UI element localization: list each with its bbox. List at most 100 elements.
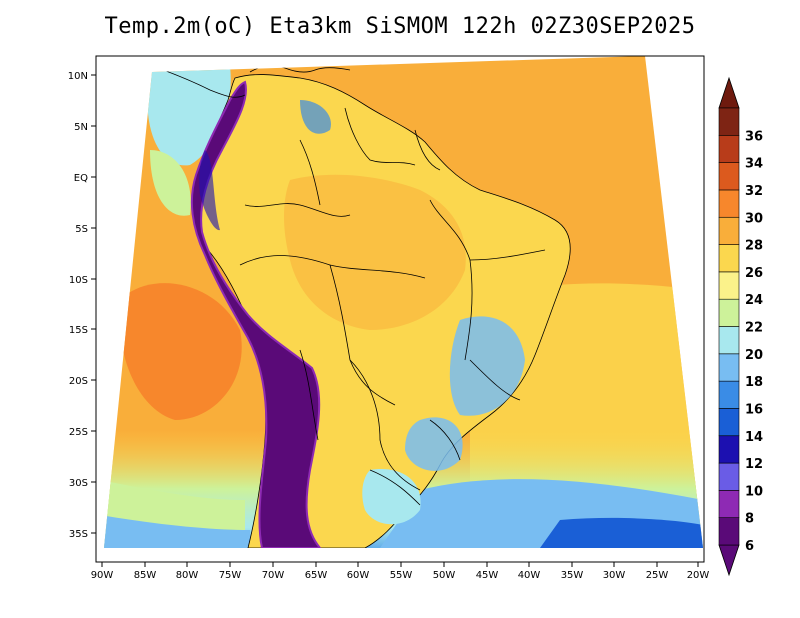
colorbar-box (718, 353, 740, 382)
colorbar: 6 8 10 12 14 16 18 20 22 24 26 28 30 32 34 36 (718, 76, 763, 577)
colorbar-box (718, 189, 740, 218)
svg-text:15S: 15S (69, 325, 88, 336)
lat-tick: 15S (69, 325, 96, 336)
svg-text:10S: 10S (69, 275, 88, 286)
south-brazil-cool (405, 417, 463, 471)
svg-text:60W: 60W (347, 570, 370, 581)
andes-north-cold (199, 150, 220, 231)
colorbar-label: 6 (745, 539, 754, 554)
svg-text:30S: 30S (69, 478, 88, 489)
svg-text:5N: 5N (74, 122, 88, 133)
lon-tick: 85W (134, 562, 157, 581)
lon-tick: 50W (433, 562, 456, 581)
svg-text:25W: 25W (646, 570, 669, 581)
lat-tick: 10N (68, 71, 96, 82)
lat-tick: 20S (69, 376, 96, 387)
colorbar-label: 36 (745, 129, 763, 144)
colorbar-under-arrow (718, 544, 740, 577)
cool-ocean-equator (150, 150, 191, 216)
svg-text:55W: 55W (390, 570, 413, 581)
colorbar-label: 24 (745, 293, 763, 308)
colorbar-over-arrow (718, 76, 740, 109)
uruguay-cool (362, 469, 421, 525)
lat-tick: EQ (74, 173, 96, 184)
lon-tick: 45W (476, 562, 499, 581)
svg-text:30W: 30W (603, 570, 626, 581)
lon-tick: 75W (219, 562, 242, 581)
colorbar-box (718, 244, 740, 273)
colorbar-box (718, 298, 740, 327)
colorbar-box (718, 271, 740, 300)
colorbar-label: 14 (745, 430, 763, 445)
colorbar-box (718, 435, 740, 464)
country-borders (239, 107, 546, 506)
lon-tick: 25W (646, 562, 669, 581)
warm-interior (284, 174, 466, 330)
lat-tick: 35S (69, 529, 96, 540)
latitude-axis: 10N 5N EQ 5S 10S 15S 20S 25S 30S 35S (68, 71, 96, 540)
svg-text:20S: 20S (69, 376, 88, 387)
guiana-highlands (300, 100, 331, 134)
svg-text:65W: 65W (305, 570, 328, 581)
south-pacific-cold (104, 515, 250, 548)
warm-ocean-patch (119, 283, 242, 420)
lon-tick: 40W (518, 562, 541, 581)
colorbar-label: 34 (745, 157, 763, 172)
lon-tick: 35W (561, 562, 584, 581)
lon-tick: 55W (390, 562, 413, 581)
colorbar-box (718, 326, 740, 355)
svg-text:40W: 40W (518, 570, 541, 581)
temperature-field (104, 56, 703, 548)
svg-text:10N: 10N (68, 71, 88, 82)
colorbar-label: 32 (745, 184, 763, 199)
colorbar-box (718, 408, 740, 437)
svg-text:80W: 80W (176, 570, 199, 581)
lon-tick: 90W (91, 562, 114, 581)
colorbar-box (718, 135, 740, 163)
colorbar-label: 22 (745, 321, 763, 336)
longitude-axis: 90W 85W 80W 75W 70W 65W 60W 55W 50W 45W … (91, 562, 710, 581)
lon-tick: 20W (687, 562, 710, 581)
colorbar-label: 28 (745, 239, 763, 254)
colorbar-label: 8 (745, 512, 754, 527)
svg-text:50W: 50W (433, 570, 456, 581)
lon-tick: 80W (176, 562, 199, 581)
svg-text:75W: 75W (219, 570, 242, 581)
andes-cold-band (190, 80, 323, 548)
colorbar-box (718, 107, 740, 136)
colorbar-box (718, 517, 740, 546)
colorbar-label: 30 (745, 211, 763, 226)
svg-text:20W: 20W (687, 570, 710, 581)
colorbar-box (718, 462, 740, 491)
colorbar-box (718, 490, 740, 518)
colorbar-box (718, 162, 740, 191)
lat-tick: 5N (74, 122, 96, 133)
svg-text:85W: 85W (134, 570, 157, 581)
south-atlantic-cold (540, 517, 703, 548)
colorbar-label: 10 (745, 484, 763, 499)
brazil-highlands (449, 316, 525, 416)
colorbar-label: 26 (745, 266, 763, 281)
svg-text:35S: 35S (69, 529, 88, 540)
galapagos-islands (104, 179, 106, 183)
svg-text:70W: 70W (262, 570, 285, 581)
lon-tick: 30W (603, 562, 626, 581)
svg-text:45W: 45W (476, 570, 499, 581)
colorbar-label: 18 (745, 375, 763, 390)
lon-tick: 65W (305, 562, 328, 581)
lon-tick: 60W (347, 562, 370, 581)
svg-text:25S: 25S (69, 427, 88, 438)
svg-text:35W: 35W (561, 570, 584, 581)
svg-text:5S: 5S (75, 224, 88, 235)
plot-frame (95, 55, 705, 563)
svg-text:90W: 90W (91, 570, 114, 581)
svg-text:EQ: EQ (74, 173, 88, 184)
lat-tick: 10S (69, 275, 96, 286)
colorbar-label: 20 (745, 348, 763, 363)
colorbar-label: 12 (745, 457, 763, 472)
lat-tick: 25S (69, 427, 96, 438)
map-title: Temp.2m(oC) Eta3km SiSMOM 122h 02Z30SEP2… (104, 14, 696, 39)
colorbar-label: 16 (745, 402, 763, 417)
lat-tick: 30S (69, 478, 96, 489)
